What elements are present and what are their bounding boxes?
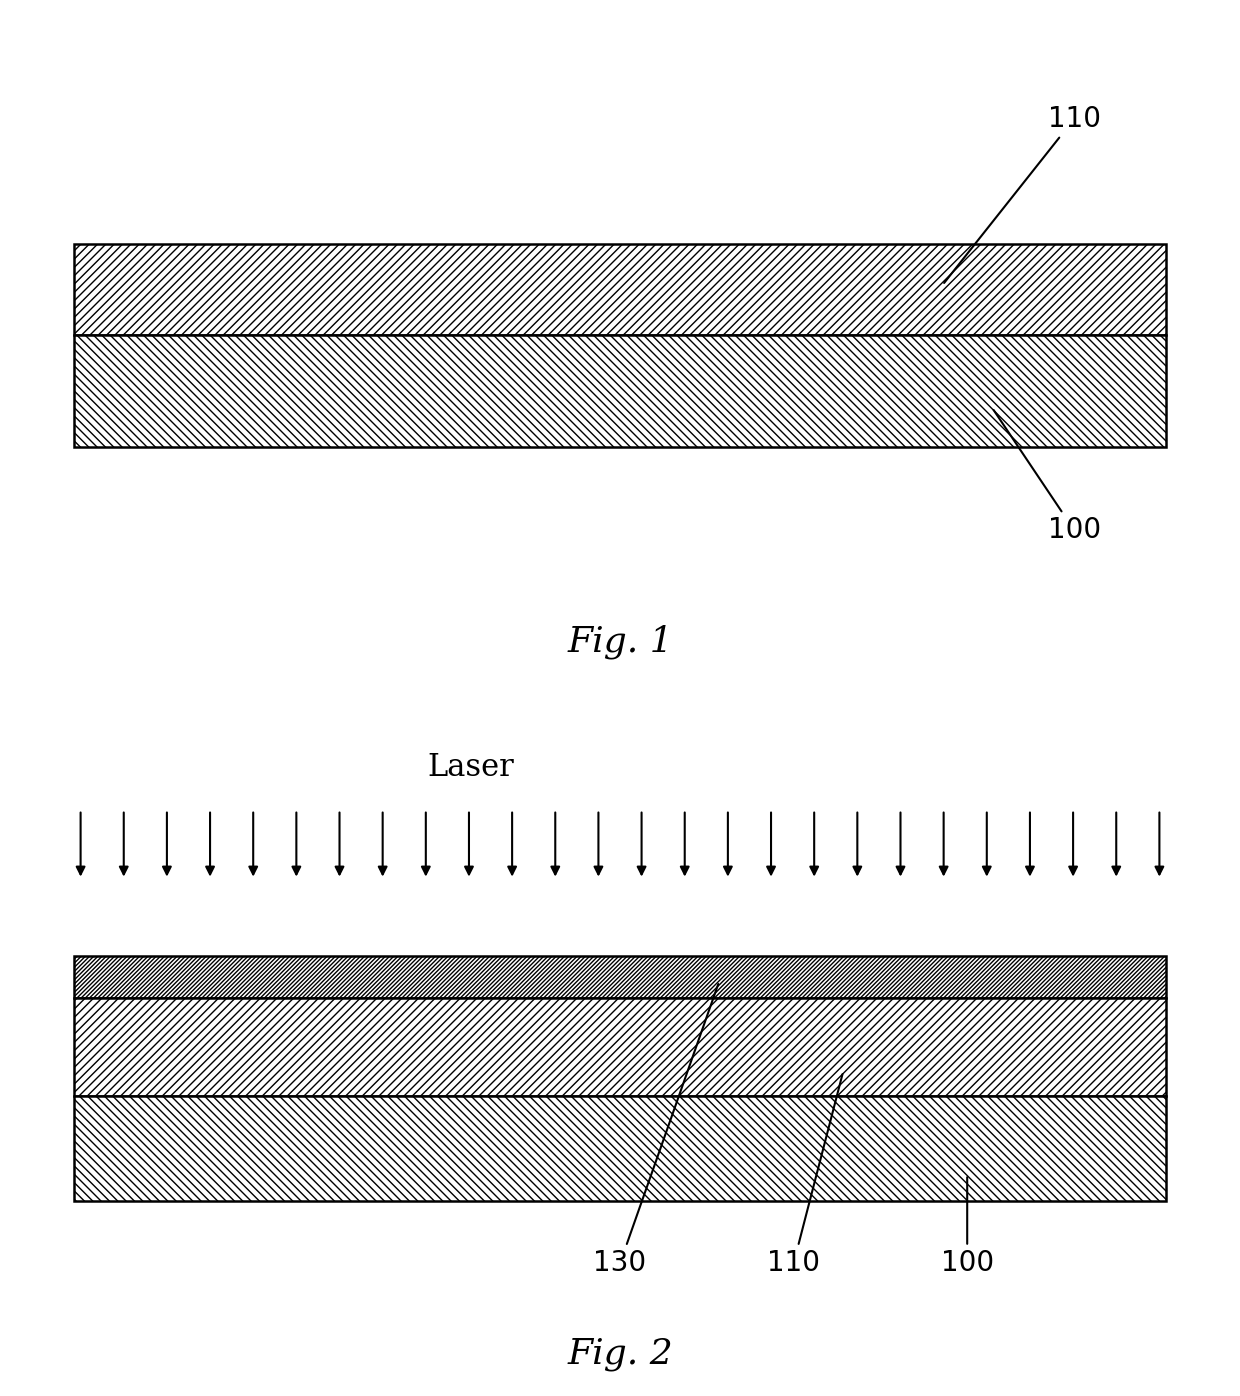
Text: 110: 110	[768, 1074, 842, 1277]
Bar	[74, 998, 1166, 1096]
Bar	[74, 244, 1166, 335]
Text: 100: 100	[941, 1177, 993, 1277]
Bar	[74, 1096, 1166, 1201]
Bar	[74, 335, 1166, 447]
Text: Fig. 1: Fig. 1	[567, 625, 673, 659]
Text: Fig. 2: Fig. 2	[567, 1337, 673, 1371]
Text: 110: 110	[944, 105, 1101, 283]
Text: 100: 100	[993, 410, 1101, 544]
Text: Laser: Laser	[428, 752, 515, 783]
Bar	[74, 956, 1166, 998]
Text: 130: 130	[594, 984, 718, 1277]
